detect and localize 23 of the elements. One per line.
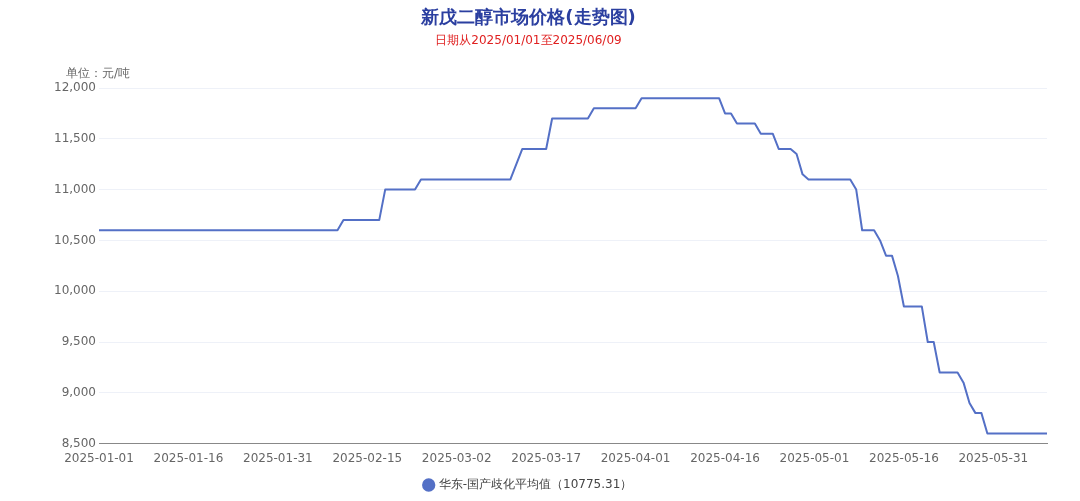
x-tick-label: 2025-05-16 [869, 450, 939, 465]
y-tick-label: 11,000 [54, 181, 96, 196]
chart-subtitle: 日期从2025/01/01至2025/06/09 [435, 32, 622, 47]
y-tick-label: 9,000 [61, 384, 96, 399]
y-tick-label: 8,500 [61, 435, 96, 450]
x-tick-label: 2025-05-01 [779, 450, 850, 465]
y-tick-label: 11,500 [54, 130, 96, 145]
y-tick-label: 10,000 [54, 283, 96, 298]
x-tick-label: 2025-03-02 [421, 450, 492, 465]
y-tick-label: 10,500 [54, 232, 96, 247]
x-tick-label: 2025-04-16 [690, 450, 760, 465]
x-tick-label: 2025-02-15 [332, 450, 403, 465]
x-tick-label: 2025-03-17 [511, 450, 582, 465]
chart-title: 新戊二醇市场价格(走势图) [420, 6, 636, 28]
y-tick-label: 9,500 [61, 334, 96, 349]
x-tick-label: 2025-05-31 [958, 450, 1029, 465]
x-tick-label: 2025-01-01 [64, 450, 134, 465]
x-tick-label: 2025-01-31 [242, 450, 313, 465]
y-tick-label: 12,000 [54, 80, 96, 95]
y-axis-title: 单位：元/吨 [66, 66, 131, 81]
x-tick-label: 2025-04-01 [600, 450, 671, 465]
x-tick-label: 2025-01-16 [153, 450, 224, 465]
legend-label: 华东-国产歧化平均值（10775.31） [438, 477, 633, 492]
